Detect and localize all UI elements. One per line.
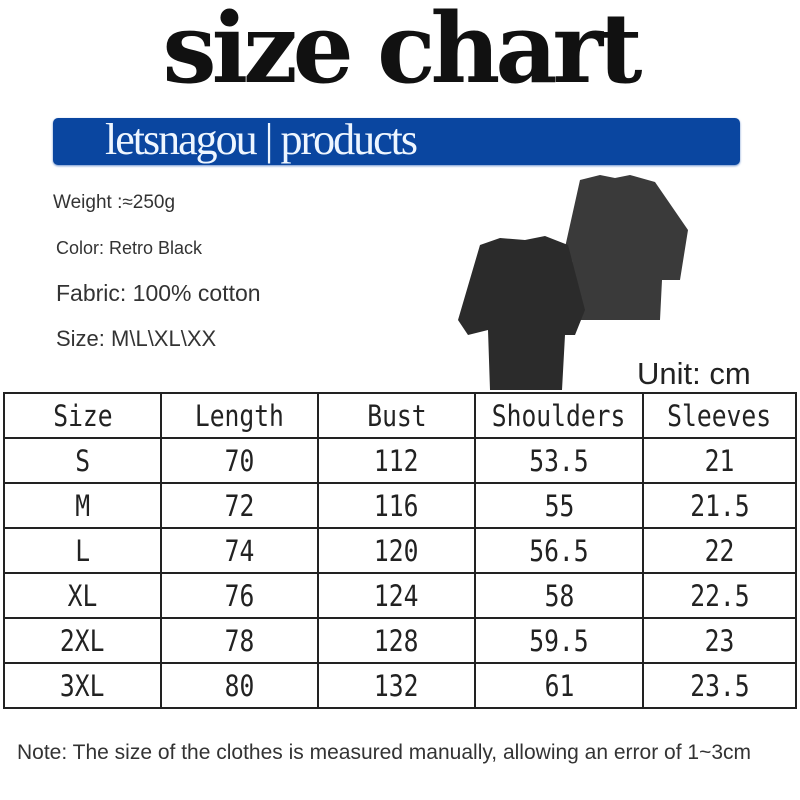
brand-banner: letsnagou | products [53, 115, 740, 165]
table-cell: 2XL [3, 617, 162, 664]
table-header-row: Size Length Bust Shoulders Sleeves [3, 392, 797, 439]
table-cell: M [3, 482, 162, 529]
spec-color: Color: Retro Black [56, 238, 203, 258]
table-cell: 56.5 [474, 527, 644, 574]
table-row: 2XL 78 128 59.5 23 [3, 617, 797, 664]
table-cell: 70 [160, 437, 319, 484]
table-cell: 80 [160, 662, 319, 709]
table-row: S 70 112 53.5 21 [3, 437, 797, 484]
table-cell: 116 [317, 482, 476, 529]
table-cell: 22.5 [642, 572, 797, 619]
unit-label: Unit: cm [637, 356, 751, 391]
table-cell: 22 [642, 527, 797, 574]
table-cell: S [3, 437, 162, 484]
table-cell: 128 [317, 617, 476, 664]
table-row: XL 76 124 58 22.5 [3, 572, 797, 619]
table-cell: 132 [317, 662, 476, 709]
header-cell: Bust [317, 392, 476, 439]
spec-size: Size: M\L\XL\XX [56, 326, 217, 351]
header-cell: Shoulders [474, 392, 644, 439]
spec-weight: Weight :≈250g [53, 192, 176, 213]
header-cell: Size [3, 392, 162, 439]
table-cell: 55 [474, 482, 644, 529]
brand-text: letsnagou | products [105, 115, 418, 164]
table-cell: 74 [160, 527, 319, 574]
measurement-note: Note: The size of the clothes is measure… [17, 741, 752, 764]
table-cell: 72 [160, 482, 319, 529]
table-cell: XL [3, 572, 162, 619]
table-cell: 76 [160, 572, 319, 619]
table-row: L 74 120 56.5 22 [3, 527, 797, 574]
size-table: Size Length Bust Shoulders Sleeves S 70 11… [3, 392, 797, 709]
table-cell: 58 [474, 572, 644, 619]
table-cell: L [3, 527, 162, 574]
table-cell: 3XL [3, 662, 162, 709]
tshirt-product-image [458, 175, 688, 390]
table-row: 3XL 80 132 61 23.5 [3, 662, 797, 709]
table-row: M 72 116 55 21.5 [3, 482, 797, 529]
table-cell: 120 [317, 527, 476, 574]
table-cell: 23.5 [642, 662, 797, 709]
table-cell: 112 [317, 437, 476, 484]
table-cell: 53.5 [474, 437, 644, 484]
page-title: size chart [162, 0, 643, 105]
table-cell: 23 [642, 617, 797, 664]
table-cell: 21 [642, 437, 797, 484]
spec-fabric: Fabric: 100% cotton [56, 280, 261, 306]
table-cell: 78 [160, 617, 319, 664]
header-cell: Sleeves [642, 392, 797, 439]
table-cell: 59.5 [474, 617, 644, 664]
table-cell: 21.5 [642, 482, 797, 529]
header-cell: Length [160, 392, 319, 439]
table-cell: 124 [317, 572, 476, 619]
table-cell: 61 [474, 662, 644, 709]
